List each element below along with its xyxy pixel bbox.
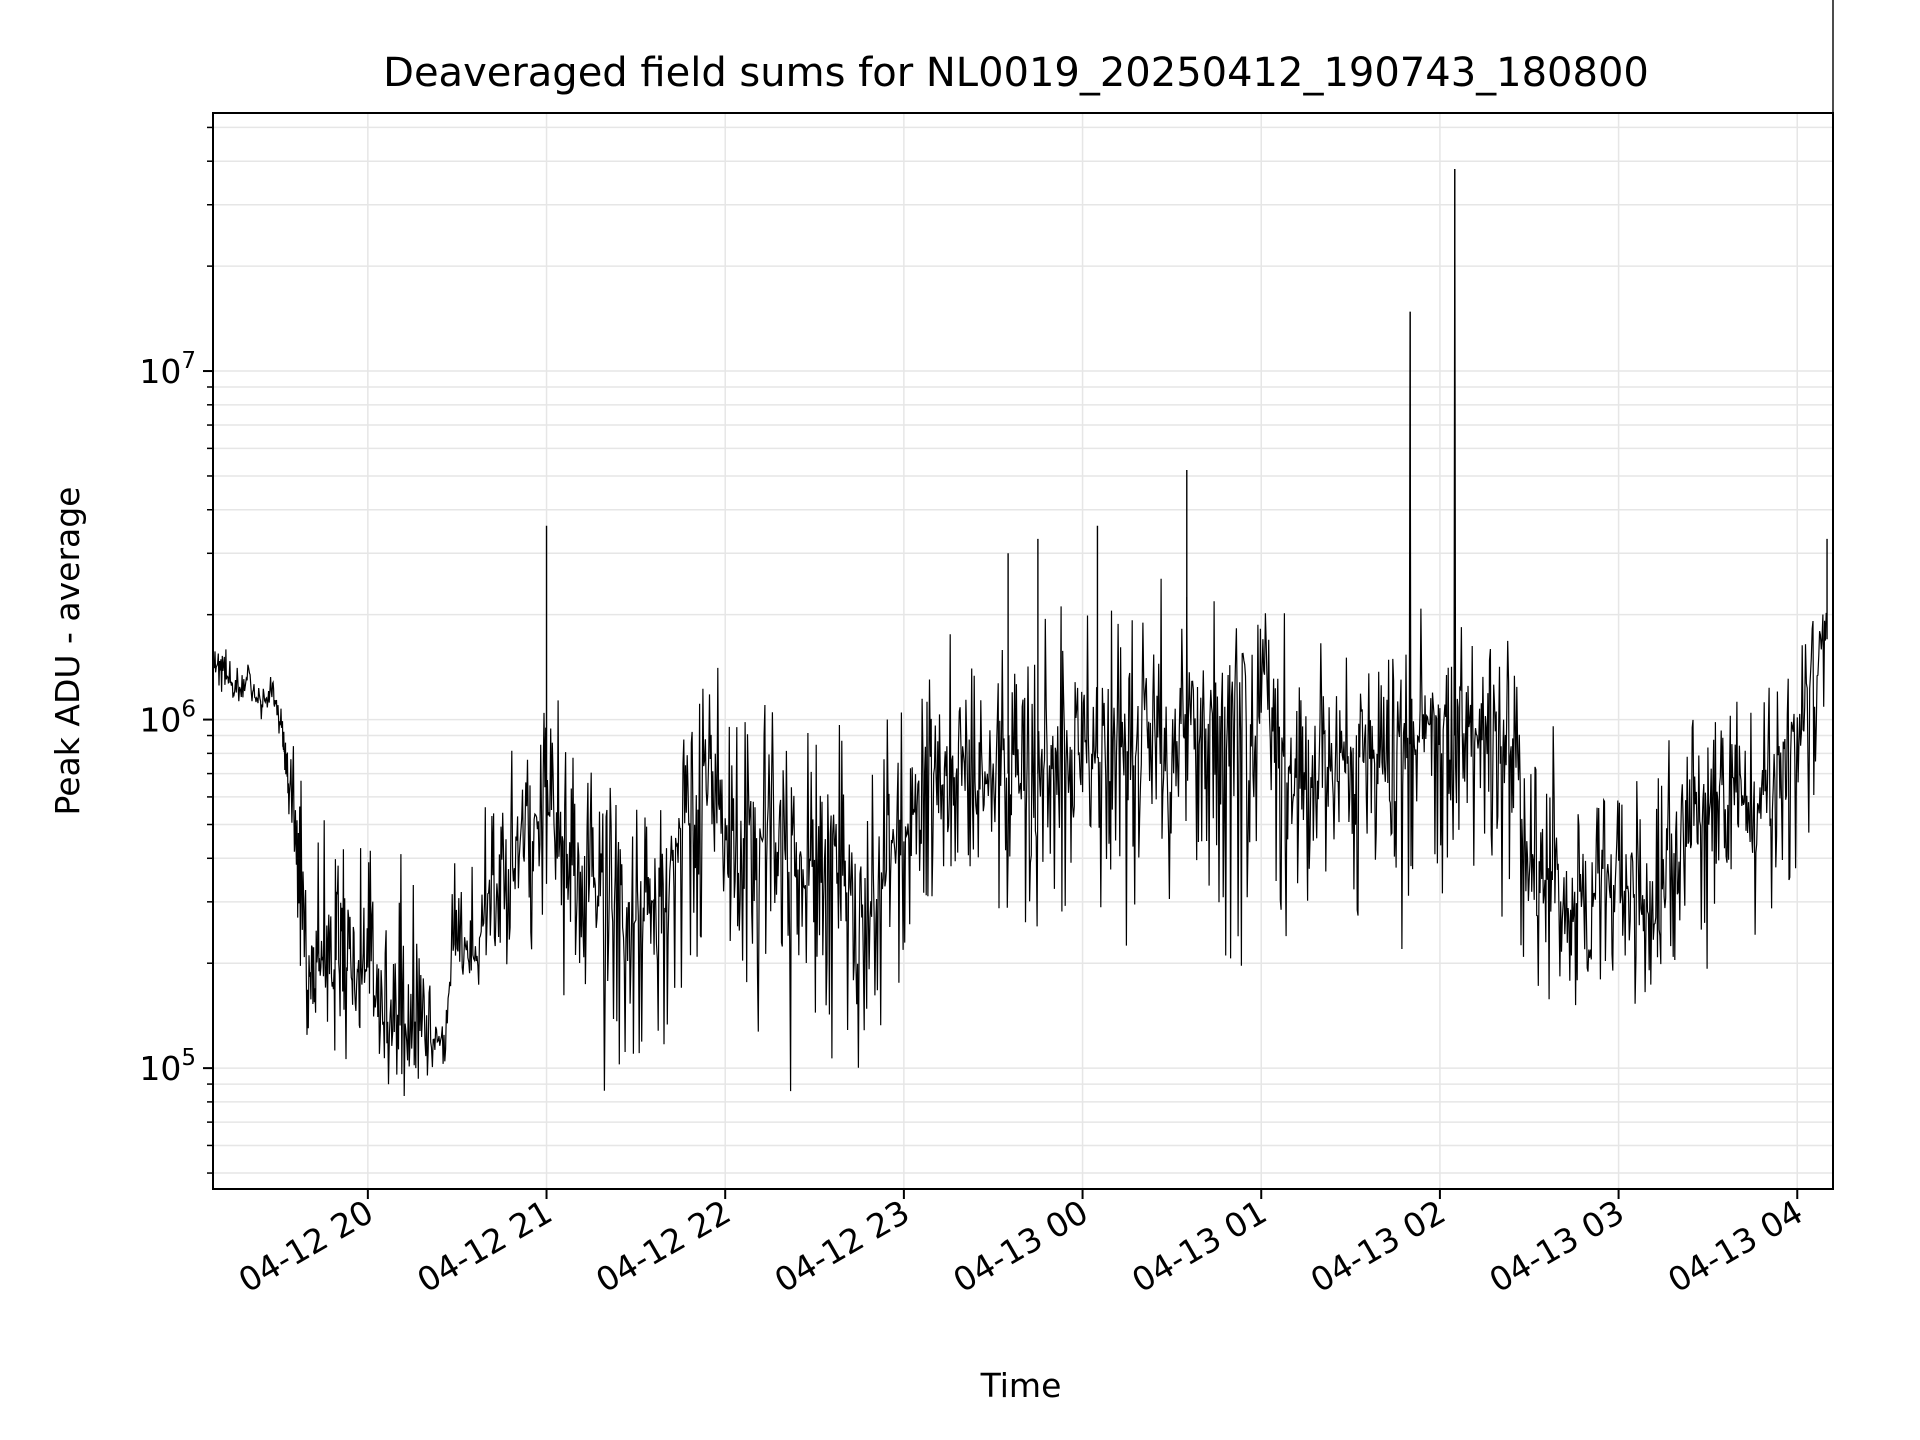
series-line [212, 168, 1827, 1097]
axes-frame [212, 112, 1834, 1190]
y-axis-label: Peak ADU - average [48, 487, 87, 816]
x-axis-label: Time [980, 1366, 1062, 1405]
chart-title: Deaveraged field sums for NL0019_2025041… [383, 50, 1649, 96]
